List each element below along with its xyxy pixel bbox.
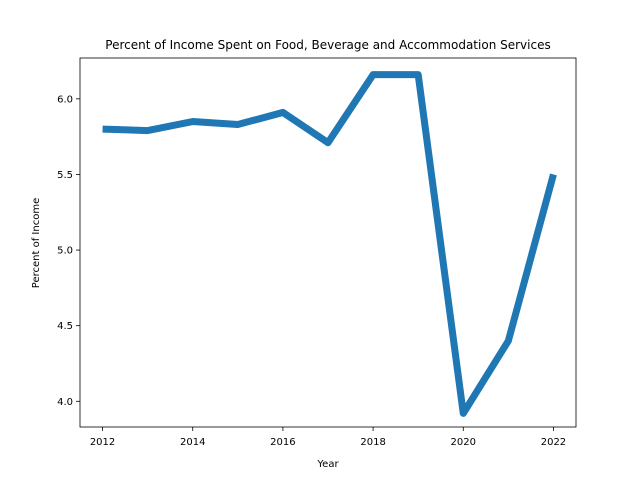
chart-title: Percent of Income Spent on Food, Beverag… xyxy=(105,38,550,52)
y-tick-label: 4.5 xyxy=(57,321,73,332)
series-line xyxy=(102,71,557,417)
x-tick-label: 2022 xyxy=(541,437,566,448)
plot-area xyxy=(79,57,577,428)
x-tick-label: 2012 xyxy=(90,437,115,448)
x-tick-label: 2016 xyxy=(270,437,295,448)
x-axis: 2012 2014 2016 2018 2020 2022 xyxy=(90,427,566,448)
y-axis-label: Percent of Income xyxy=(31,198,42,288)
axes-frame xyxy=(79,57,577,428)
x-tick-label: 2018 xyxy=(360,437,385,448)
y-tick-label: 5.5 xyxy=(57,170,73,181)
x-axis-label: Year xyxy=(316,459,339,470)
x-tick-label: 2014 xyxy=(180,437,205,448)
y-tick-label: 4.0 xyxy=(57,397,73,408)
y-tick-label: 5.0 xyxy=(57,246,73,257)
x-tick-label: 2020 xyxy=(451,437,476,448)
series-layer xyxy=(102,71,557,417)
y-tick-label: 6.0 xyxy=(57,94,73,105)
y-axis: 4.0 4.5 5.0 5.5 6.0 xyxy=(57,94,80,408)
